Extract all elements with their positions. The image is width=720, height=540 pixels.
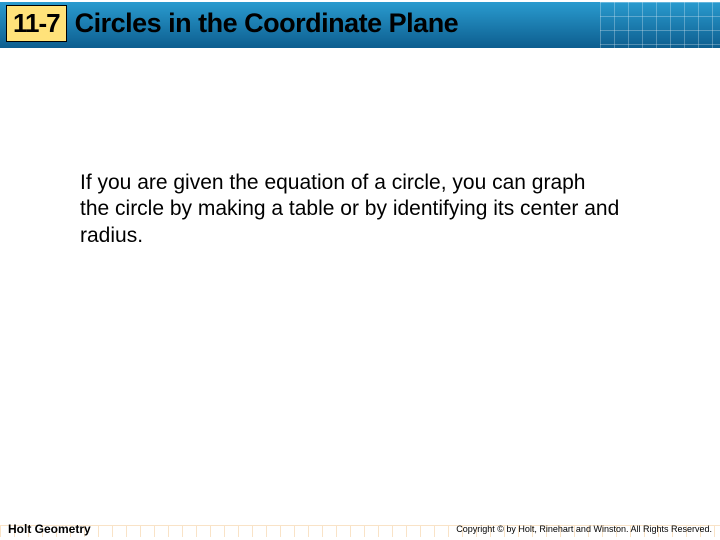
body-paragraph: If you are given the equation of a circl…	[80, 170, 620, 249]
course-label: Holt Geometry	[8, 522, 91, 536]
slide-title: Circles in the Coordinate Plane	[75, 8, 459, 39]
footer-bar: Holt Geometry Copyright © by Holt, Rineh…	[0, 518, 720, 540]
copyright-text: Copyright © by Holt, Rinehart and Winsto…	[456, 524, 712, 534]
header-bar: 11-7 Circles in the Coordinate Plane	[0, 0, 720, 48]
header-grid-decoration	[600, 2, 720, 48]
section-number-box: 11-7	[6, 5, 67, 42]
